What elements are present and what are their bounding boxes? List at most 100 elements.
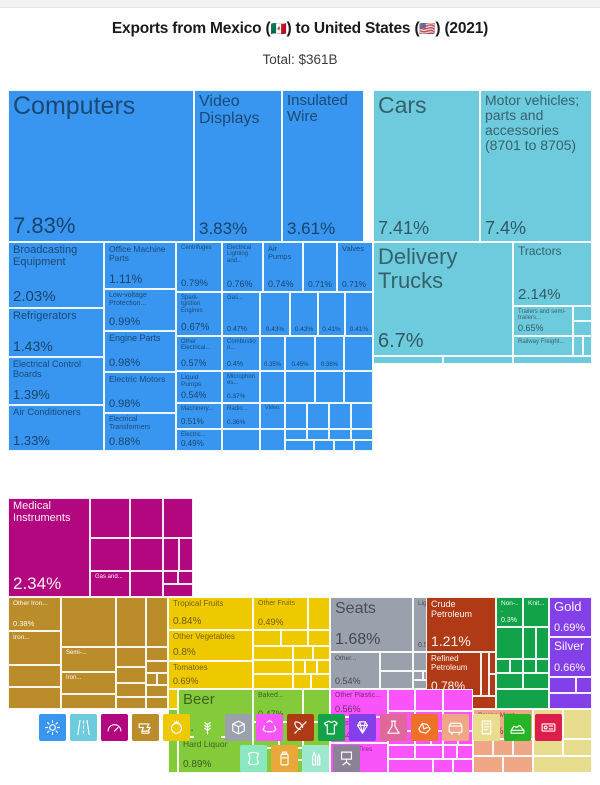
animal-hides-leather-icon[interactable] (240, 745, 267, 772)
treemap-tile-metals-l[interactable] (146, 673, 157, 685)
precious-metals-gem-icon[interactable] (348, 714, 376, 741)
treemap-tile-instruments-f[interactable] (130, 571, 163, 597)
treemap-tile-textiles-c[interactable] (536, 627, 549, 659)
treemap-tile-machinery-parts[interactable]: Machinery... 0.51% (176, 403, 222, 429)
treemap-tile-metals-d[interactable] (116, 597, 146, 647)
treemap-tile-machinery-small-b[interactable]: 0.36% (315, 336, 344, 371)
instruments-gauge-icon[interactable] (100, 714, 128, 741)
treemap-tile-machinery-small-c[interactable] (344, 336, 373, 371)
machinery-gear-icon[interactable] (38, 714, 66, 741)
treemap-tile-transport-tiny-b[interactable] (573, 321, 592, 336)
treemap-tile-machinery-small-d[interactable] (260, 371, 285, 403)
treemap-tile-crude-petroleum[interactable]: Crude Petroleum 1.21% (426, 597, 496, 652)
treemap-tile-machinery-small-e[interactable] (285, 371, 315, 403)
treemap-tile-plastics-r[interactable] (453, 759, 473, 773)
treemap-tile-precious-a[interactable] (549, 677, 576, 693)
treemap-tile-microphones[interactable]: Microphones... 0.37% (222, 371, 260, 403)
treemap-tile-knit-apparel[interactable]: Knit... (523, 597, 549, 627)
treemap-chart[interactable]: Computers 7.83% Video Displays 3.83% Insulat… (8, 90, 592, 773)
weapons-bullets-icon[interactable] (302, 745, 329, 772)
treemap-tile-centrifuges[interactable]: Centrifuges 0.79% (176, 242, 222, 292)
treemap-tile-air-pumps[interactable]: Air Pumps 0.74% (263, 242, 303, 292)
treemap-tile-tropical-fruits[interactable]: Tropical Fruits 0.84% (168, 597, 253, 630)
treemap-tile-machinery-tiny-g[interactable] (334, 440, 354, 451)
treemap-tile-machinery-small-h[interactable] (285, 403, 307, 429)
treemap-tile-instruments-d[interactable] (163, 538, 179, 571)
treemap-tile-metals-h[interactable] (116, 683, 146, 697)
treemap-tile-paper-d[interactable] (563, 739, 592, 756)
treemap-tile-veg-i[interactable] (293, 660, 305, 674)
treemap-tile-spark-ignition-engines[interactable]: Spark-Ignition Engines 0.67% (176, 292, 222, 336)
treemap-tile-textiles-a[interactable] (496, 627, 523, 659)
treemap-tile-seats[interactable]: Seats 1.68% (330, 597, 413, 652)
treemap-tile-machinery-tiny-d[interactable] (351, 429, 373, 440)
treemap-tile-electric-misc[interactable]: Electric... 0.49% (176, 429, 222, 451)
treemap-tile-other-furniture[interactable]: Other... 0.54% (330, 652, 380, 689)
treemap-tile-plastics-a[interactable] (388, 689, 415, 711)
treemap-tile-instruments-i[interactable] (163, 584, 193, 597)
treemap-tile-gas-turbines[interactable]: Gas... 0.47% (222, 292, 260, 336)
mineral-products-pickaxe-icon[interactable] (286, 714, 314, 741)
treemap-tile-transport-tiny-a[interactable] (573, 306, 592, 321)
treemap-tile-video-displays[interactable]: Video Displays 3.83% (194, 90, 282, 242)
treemap-tile-plastics-l[interactable] (388, 745, 415, 759)
treemap-tile-machinery-035[interactable]: 0.35% (260, 336, 285, 371)
treemap-tile-metals-a[interactable] (8, 665, 61, 687)
vegetable-products-tomato-icon[interactable] (162, 714, 190, 741)
treemap-tile-instruments-b[interactable] (90, 538, 130, 571)
treemap-tile-transport-tiny-f[interactable] (443, 356, 513, 364)
treemap-tile-gas-and-liquid-meters[interactable]: Gas and... (90, 571, 130, 597)
treemap-tile-metals-m[interactable] (157, 673, 168, 685)
stone-and-glass-rock-icon[interactable] (410, 714, 438, 741)
treemap-tile-machinery-small-m[interactable] (260, 429, 285, 451)
treemap-tile-machinery-small-j[interactable] (329, 403, 351, 429)
treemap-tile-metals-g[interactable] (116, 667, 146, 683)
wood-products-jar-icon[interactable] (271, 745, 298, 772)
transportation-road-icon[interactable] (69, 714, 97, 741)
treemap-tile-metals-n[interactable] (146, 685, 168, 697)
treemap-tile-transport-tiny-c[interactable] (573, 336, 583, 356)
treemap-tile-video-recording[interactable]: Video... (260, 403, 285, 429)
textiles-shirt-icon[interactable] (317, 714, 345, 741)
unclassified-easel-icon[interactable] (333, 745, 360, 772)
treemap-tile-transport-tiny-d[interactable] (583, 336, 592, 356)
treemap-tile-textiles-h[interactable] (496, 673, 523, 689)
treemap-tile-paper-e[interactable] (533, 756, 592, 773)
treemap-tile-plastics-q[interactable] (433, 759, 453, 773)
animal-products-cow-icon[interactable] (441, 714, 469, 741)
treemap-tile-animal-b[interactable] (493, 739, 513, 756)
treemap-tile-veg-d[interactable] (308, 630, 330, 646)
treemap-tile-iron-bars[interactable]: Iron... (8, 631, 61, 665)
treemap-tile-machinery-small-f[interactable] (315, 371, 344, 403)
treemap-tile-veg-l[interactable] (253, 674, 293, 689)
treemap-tile-plastics-c[interactable] (443, 689, 473, 711)
treemap-tile-machinery-small-i[interactable] (307, 403, 329, 429)
treemap-tile-broadcasting-equipment[interactable]: Broadcasting Equipment 2.03% (8, 242, 104, 308)
treemap-tile-plastics-n[interactable] (443, 745, 457, 759)
treemap-tile-valves[interactable]: Valves 0.71% (337, 242, 373, 292)
treemap-tile-textiles-b[interactable] (523, 627, 536, 659)
treemap-tile-instruments-e[interactable] (179, 538, 193, 571)
treemap-tile-metals-f[interactable] (116, 647, 146, 667)
treemap-tile-other-fruits[interactable]: Other Fruits 0.49% (253, 597, 308, 630)
treemap-tile-veg-f[interactable] (293, 646, 313, 660)
treemap-tile-machinery-071a[interactable]: 0.71% (303, 242, 337, 292)
treemap-tile-mineral-a[interactable] (481, 652, 489, 696)
treemap-tile-air-conditioners[interactable]: Air Conditioners 1.33% (8, 405, 104, 451)
treemap-tile-metals-j[interactable] (146, 647, 168, 661)
treemap-tile-medical-instruments[interactable]: Medical Instruments 2.34% (8, 498, 90, 597)
arts-antiques-frame-icon[interactable] (534, 714, 562, 741)
treemap-tile-trailers-semitrailers[interactable]: Trailers and semi-trailers... 0.65% (513, 306, 573, 336)
treemap-tile-metals-o[interactable] (146, 697, 168, 709)
treemap-tile-machinery-tiny-a[interactable] (285, 429, 307, 440)
treemap-tile-machinery-small-l[interactable] (222, 429, 260, 451)
treemap-tile-tomatoes[interactable]: Tomatoes 0.69% (168, 661, 253, 689)
treemap-tile-machinery-tiny-f[interactable] (314, 440, 334, 451)
treemap-tile-cars[interactable]: Cars 7.41% (373, 90, 480, 242)
treemap-tile-paper-b[interactable] (563, 709, 592, 739)
treemap-tile-misc-e[interactable] (413, 671, 423, 680)
treemap-tile-mineral-c[interactable] (489, 674, 496, 696)
footwear-headwear-shoe-icon[interactable] (503, 714, 531, 741)
treemap-tile-veg-m[interactable] (293, 674, 311, 689)
treemap-tile-machinery-041b[interactable]: 0.41% (345, 292, 373, 336)
